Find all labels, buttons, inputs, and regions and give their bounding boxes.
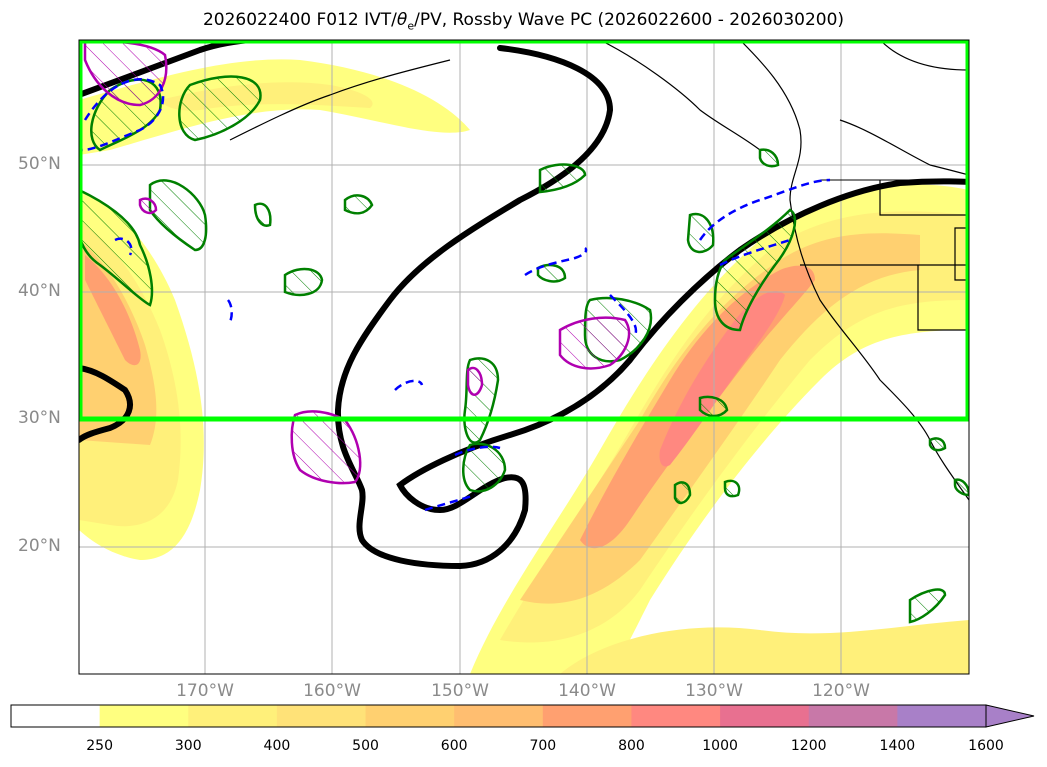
colorbar-segment [631, 705, 721, 727]
lon-label-170w: 170°W [176, 681, 234, 701]
ivt-shading-west [79, 190, 204, 560]
colorbar-segment [365, 705, 455, 727]
colorbar-tick-label: 250 [86, 738, 113, 754]
colorbar-tick-label: 1000 [702, 738, 738, 754]
colorbar-frame [10, 704, 987, 728]
colorbar-tick-label: 1200 [790, 738, 827, 754]
ivt-colorbar [10, 704, 1035, 728]
negative-anomaly-contours [81, 78, 831, 512]
colorbar-segment [720, 705, 810, 727]
highlight-box [79, 40, 969, 422]
colorbar-tick-label: 500 [352, 738, 379, 754]
colorbar-segment [808, 705, 898, 727]
colorbar-segment [276, 705, 367, 727]
lon-label-130w: 130°W [685, 681, 743, 701]
colorbar-tick-label: 1600 [968, 738, 1004, 754]
colorbar-tick-label: 700 [529, 738, 557, 754]
lon-label-140w: 140°W [558, 681, 616, 701]
colorbar-tick-label: 400 [263, 738, 291, 754]
lon-label-120w: 120°W [812, 681, 870, 701]
map-panel [78, 39, 970, 675]
lat-label-30n: 30°N [18, 408, 61, 428]
coastlines [229, 40, 969, 501]
colorbar-segment [454, 705, 544, 727]
colorbar-segment [542, 705, 632, 727]
colorbar-segment [11, 705, 101, 727]
lat-label-40n: 40°N [18, 281, 61, 301]
colorbar-extend-arrow [985, 704, 1035, 728]
lon-label-150w: 150°W [431, 681, 489, 701]
colorbar-tick-label: 1400 [879, 738, 916, 754]
map-frame [78, 39, 970, 675]
colorbar-tick-label: 600 [440, 738, 468, 754]
chart-title: 2026022400 F012 IVT/θe/PV, Rossby Wave P… [202, 10, 845, 33]
lon-label-160w: 160°W [303, 681, 361, 701]
colorbar-segment [99, 705, 189, 727]
colorbar-tick-label: 300 [174, 738, 202, 754]
colorbar-segment [188, 705, 278, 727]
lat-label-20n: 20°N [18, 536, 61, 556]
lat-label-50n: 50°N [18, 154, 61, 174]
colorbar-tick-label: 800 [618, 738, 645, 754]
colorbar-segment [897, 705, 987, 727]
theta-anomaly-contours [83, 40, 631, 485]
